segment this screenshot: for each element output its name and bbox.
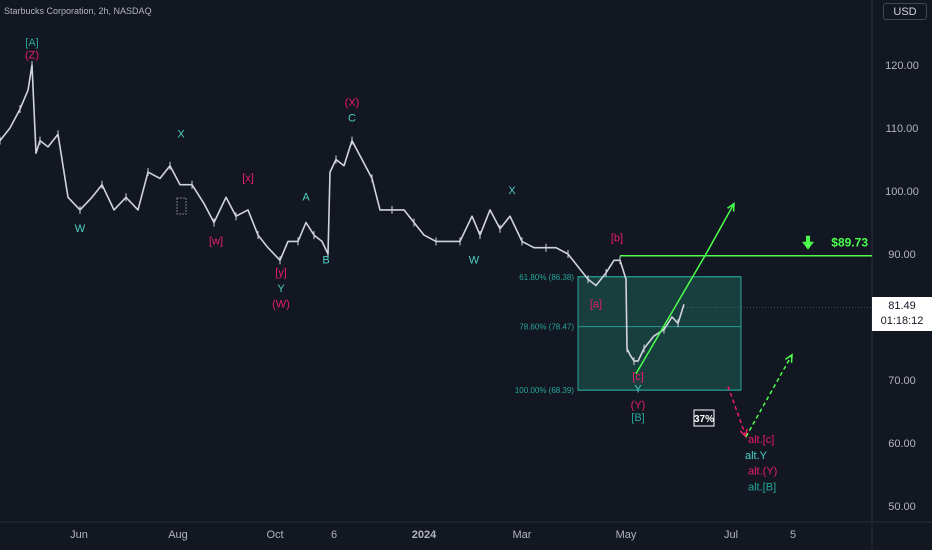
y-tick-label: 120.00	[885, 60, 919, 72]
bar-countdown: 01:18:12	[880, 315, 924, 327]
wave-label: [a]	[590, 299, 602, 311]
projection-arrowhead	[785, 353, 793, 363]
y-tick-label: 90.00	[888, 249, 916, 261]
y-tick-label: 110.00	[886, 123, 919, 135]
fib-level-label: 78.60% (78.47)	[519, 323, 574, 332]
currency-selector[interactable]: USD	[883, 3, 927, 20]
fib-level-label: 100.00% (68.39)	[515, 386, 574, 395]
projection-arrowhead	[727, 202, 735, 212]
x-tick-label: 2024	[412, 529, 437, 541]
wave-label: alt.(Y)	[748, 466, 777, 478]
price-series-line	[0, 64, 685, 362]
wave-label: W	[469, 254, 480, 266]
wave-label: [y]	[275, 267, 287, 279]
wave-label: Y	[277, 283, 285, 295]
wave-label: X	[177, 128, 185, 140]
y-tick-label: 60.00	[888, 438, 916, 450]
chart-title: Starbucks Corporation, 2h, NASDAQ	[4, 6, 152, 16]
wave-label: (Y)	[631, 399, 646, 411]
projection-main	[635, 203, 735, 375]
x-tick-label: Mar	[513, 529, 532, 541]
wave-label: [w]	[209, 236, 223, 248]
last-price: 81.49	[888, 300, 916, 312]
wave-label: alt.[c]	[748, 434, 774, 446]
wave-label: alt.Y	[745, 450, 768, 462]
bar-marker-icon	[176, 197, 187, 215]
last-price-badge: 81.49 01:18:12	[872, 297, 932, 331]
wave-label: [x]	[242, 173, 254, 185]
probability-box	[693, 409, 715, 427]
x-tick-label: May	[616, 529, 637, 541]
y-tick-label: 70.00	[888, 375, 916, 387]
y-tick-label: 50.00	[888, 501, 916, 513]
x-tick-label: Jun	[70, 529, 88, 541]
up-arrow-icon	[802, 235, 814, 250]
wave-label: W	[75, 223, 86, 235]
x-tick-label: Jul	[724, 529, 738, 541]
wave-label: alt.[B]	[748, 481, 776, 493]
wave-label: Y	[634, 384, 642, 396]
projection-alt-down	[727, 386, 747, 437]
wave-label: [B]	[631, 412, 644, 424]
wave-label: X	[508, 185, 516, 197]
wave-label: C	[348, 113, 356, 125]
wave-label: [b]	[611, 232, 623, 244]
fib-level-label: 61.80% (86.38)	[519, 273, 574, 282]
wave-label: (Z)	[25, 50, 39, 62]
wave-label: B	[322, 254, 329, 266]
wave-label: [A]	[25, 37, 38, 49]
projection-alt-up	[745, 354, 793, 438]
probability-label: 37%	[694, 414, 714, 425]
x-tick-label: Oct	[266, 529, 283, 541]
y-tick-label: 100.00	[885, 186, 919, 198]
wave-label: (X)	[345, 97, 360, 109]
x-tick-label: 6	[331, 529, 337, 541]
wave-label: A	[302, 191, 310, 203]
wave-label: (W)	[272, 299, 290, 311]
wave-label: [c]	[632, 371, 644, 383]
x-tick-label: 5	[790, 529, 796, 541]
x-tick-label: Aug	[168, 529, 188, 541]
target-price-label: $89.73	[831, 236, 868, 250]
